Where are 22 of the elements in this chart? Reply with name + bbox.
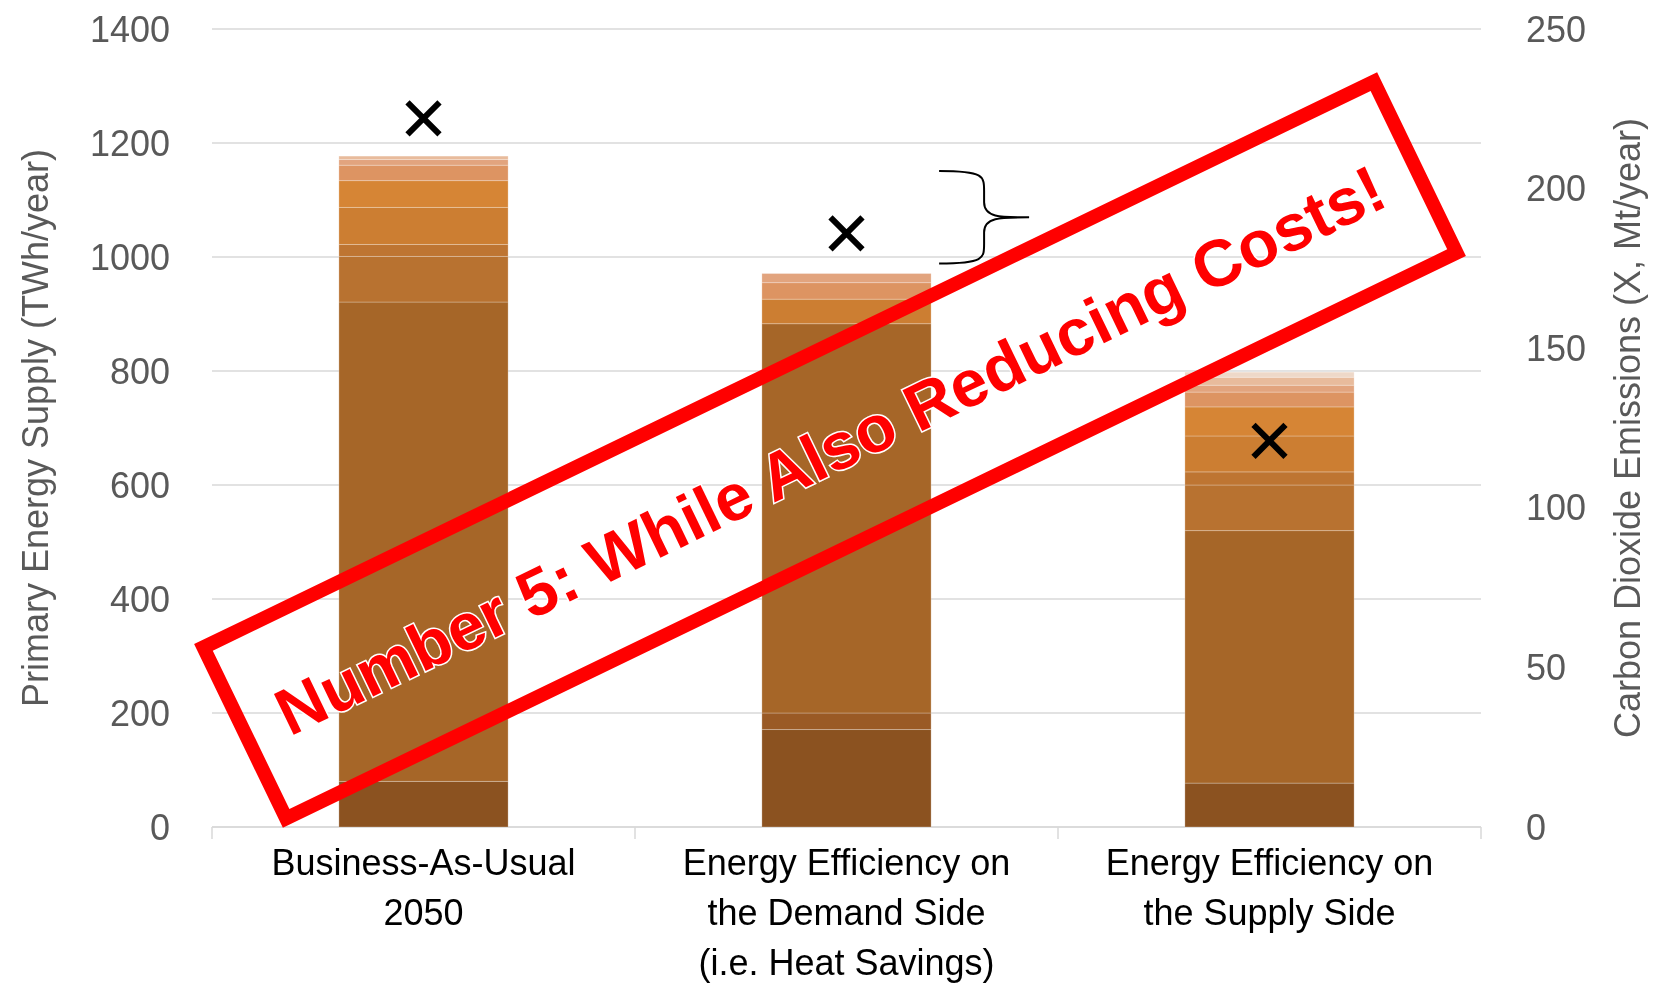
y-tick-label: 200: [109, 692, 170, 734]
y-tick-label: 1200: [89, 122, 170, 164]
point: [1250, 421, 1289, 460]
y2-tick-label: 200: [1526, 168, 1587, 210]
y-tick-label: 0: [149, 806, 170, 848]
y-tick-label: 1000: [89, 236, 170, 278]
y-axis-title: Primary Energy Supply (TWh/year): [15, 148, 56, 708]
y2-tick-label: 150: [1526, 327, 1587, 369]
x-tick-label: Energy Efficiency on the Supply Side: [1105, 842, 1434, 933]
y-tick-label: 600: [109, 464, 170, 506]
x-tick-label: Energy Efficiency on the Demand Side (i.e. Heat Savings): [682, 842, 1011, 983]
y2-tick-label: 250: [1526, 8, 1587, 50]
x-tick-label: Business-As-Usual 2050: [271, 842, 576, 933]
y-tick-label: 400: [109, 578, 170, 620]
y2-tick-label: 100: [1526, 487, 1587, 529]
y2-axis-title: Carbon Dioxide Emissions (X, Mt/year): [1607, 117, 1648, 739]
point: [827, 214, 866, 253]
y2-tick-label: 0: [1526, 806, 1547, 848]
y-tick-label: 1400: [89, 8, 170, 50]
y2-tick-label: 50: [1526, 647, 1567, 688]
point: [404, 99, 443, 138]
y-tick-label: 800: [109, 350, 170, 392]
